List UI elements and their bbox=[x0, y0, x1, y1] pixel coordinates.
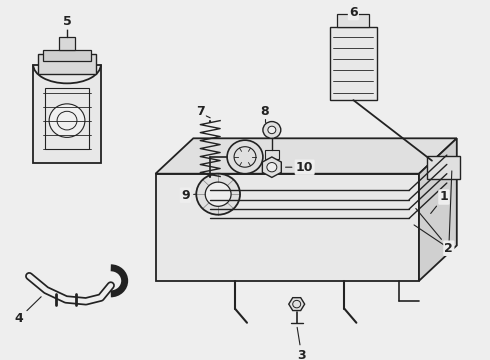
Bar bbox=[338, 14, 369, 27]
Text: 9: 9 bbox=[181, 189, 196, 202]
Circle shape bbox=[196, 174, 240, 215]
Circle shape bbox=[267, 162, 277, 172]
Bar bbox=[38, 54, 96, 74]
Circle shape bbox=[263, 122, 281, 138]
Bar bbox=[45, 88, 89, 149]
Text: 6: 6 bbox=[349, 6, 358, 19]
Polygon shape bbox=[155, 174, 419, 281]
Bar bbox=[329, 27, 377, 100]
Circle shape bbox=[49, 104, 85, 138]
Bar bbox=[265, 150, 279, 159]
Circle shape bbox=[268, 126, 276, 134]
Bar bbox=[43, 50, 91, 61]
Text: 5: 5 bbox=[63, 15, 72, 28]
Text: 4: 4 bbox=[15, 297, 41, 325]
Polygon shape bbox=[419, 138, 457, 281]
Polygon shape bbox=[33, 65, 101, 162]
Polygon shape bbox=[289, 298, 305, 311]
Text: 2: 2 bbox=[416, 208, 453, 255]
Text: 7: 7 bbox=[196, 105, 205, 118]
Polygon shape bbox=[427, 156, 460, 179]
Circle shape bbox=[205, 182, 231, 206]
Polygon shape bbox=[155, 138, 457, 174]
Polygon shape bbox=[262, 157, 281, 177]
Circle shape bbox=[227, 140, 263, 174]
Text: 8: 8 bbox=[261, 105, 269, 118]
Text: 3: 3 bbox=[297, 327, 306, 360]
Bar bbox=[59, 37, 75, 50]
Text: 1: 1 bbox=[431, 190, 448, 213]
Text: 10: 10 bbox=[286, 161, 314, 174]
